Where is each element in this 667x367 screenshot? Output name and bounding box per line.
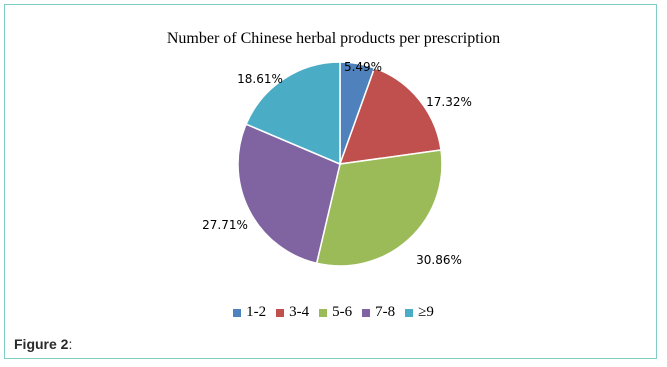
legend-label: 7-8 <box>375 304 396 320</box>
pie-slice--9 <box>245 61 341 166</box>
pie-data-labels: 5.49% 17.32% 30.86% 27.71% 18.61% <box>202 60 472 267</box>
pie-data-label: 5.49% <box>344 60 382 74</box>
pie-slice-7-8 <box>237 123 341 265</box>
pie-slices <box>237 61 443 267</box>
legend-item: 7-8 <box>362 304 395 321</box>
legend-label: 5-6 <box>332 304 353 320</box>
legend-item: 5-6 <box>319 304 352 321</box>
legend-swatch <box>362 308 371 317</box>
pie-data-label: 30.86% <box>416 253 462 267</box>
pie-slice-5-6 <box>315 149 443 267</box>
chart-title: Number of Chinese herbal products per pr… <box>166 30 501 47</box>
legend-item: 1-2 <box>233 304 266 321</box>
legend-label: 3-4 <box>289 304 310 320</box>
legend-swatch <box>276 308 285 317</box>
chart-legend: 1-2 3-4 5-6 7-8 ≥9 <box>0 304 667 321</box>
legend-swatch <box>233 308 242 317</box>
figure-caption-suffix: : <box>68 336 73 352</box>
pie-data-label: 18.61% <box>237 72 283 86</box>
legend-label: 1-2 <box>246 304 267 320</box>
legend-label: ≥9 <box>418 304 434 320</box>
legend-item: ≥9 <box>405 304 434 321</box>
pie-data-label: 17.32% <box>426 95 472 109</box>
figure-caption: Figure 2: <box>14 336 72 352</box>
pie-slice-3-4 <box>338 67 442 165</box>
legend-swatch <box>405 308 414 317</box>
legend-item: 3-4 <box>276 304 309 321</box>
figure-caption-label: Figure 2 <box>14 336 69 352</box>
legend-swatch <box>319 308 328 317</box>
pie-data-label: 27.71% <box>202 218 248 232</box>
figure-frame <box>4 4 657 359</box>
